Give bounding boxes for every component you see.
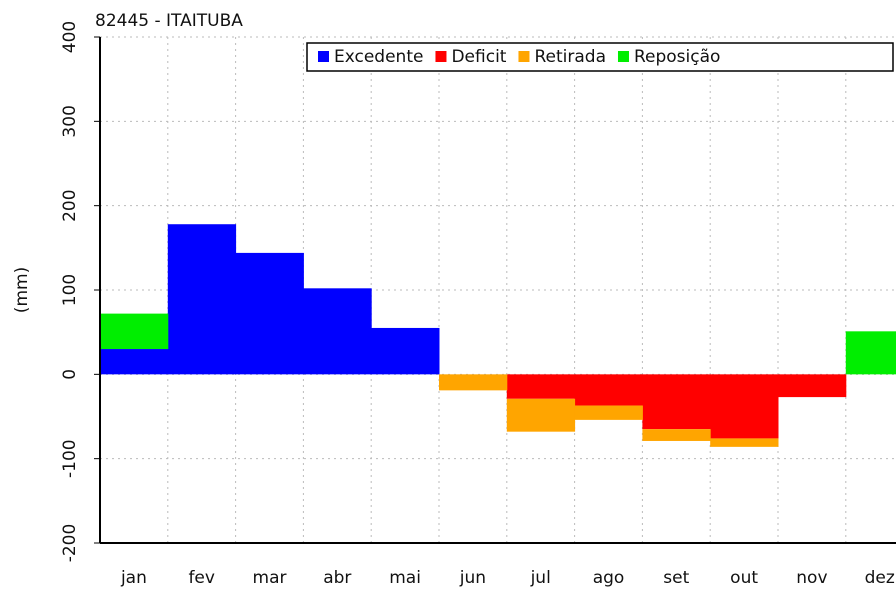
y-tick-label: 0 xyxy=(60,369,80,380)
bar xyxy=(371,327,440,375)
bar xyxy=(642,429,711,441)
x-tick-label: jul xyxy=(530,568,551,588)
y-tick-label: 200 xyxy=(60,189,80,221)
bar xyxy=(100,313,169,350)
x-tick-label: set xyxy=(663,568,689,588)
bar xyxy=(506,374,576,399)
legend-label: Reposição xyxy=(634,47,720,67)
x-tick-label: nov xyxy=(796,568,827,588)
legend-label: Excedente xyxy=(334,47,423,67)
bar xyxy=(574,405,643,420)
x-tick-label: ago xyxy=(593,568,625,588)
bar xyxy=(778,374,847,398)
x-tick-label: jan xyxy=(120,568,147,588)
y-tick-label: 300 xyxy=(60,105,80,137)
x-tick-label: abr xyxy=(323,568,351,588)
x-tick-label: fev xyxy=(188,568,215,588)
bar xyxy=(710,438,779,447)
x-tick-label: mar xyxy=(253,568,287,588)
x-tick-label: mai xyxy=(389,568,421,588)
legend-label: Retirada xyxy=(534,47,606,67)
bar xyxy=(506,398,576,432)
legend-swatch xyxy=(518,51,530,62)
bar xyxy=(235,252,304,375)
bar xyxy=(710,374,779,439)
bar xyxy=(303,288,372,375)
y-tick-label: 100 xyxy=(60,274,80,306)
x-tick-label: jun xyxy=(459,568,486,588)
legend-swatch xyxy=(435,51,447,62)
x-tick-label: dez xyxy=(865,568,895,588)
legend-swatch xyxy=(318,51,329,62)
chart-title: 82445 - ITAITUBA xyxy=(95,11,243,31)
y-axis-label: (mm) xyxy=(12,267,32,313)
x-tick-label: out xyxy=(730,568,758,588)
legend-label: Deficit xyxy=(451,47,506,67)
legend-box xyxy=(306,42,894,72)
legend-swatch xyxy=(617,51,629,62)
bar xyxy=(574,374,643,406)
y-tick-label: -200 xyxy=(60,524,80,563)
bar xyxy=(642,374,711,430)
y-tick-label: -100 xyxy=(60,439,80,478)
bar xyxy=(845,331,896,375)
bar xyxy=(167,224,237,375)
bar xyxy=(100,349,169,375)
bar xyxy=(439,374,508,391)
legend: Excedente Deficit Retirada Reposição xyxy=(306,42,894,72)
y-tick-label: 400 xyxy=(60,21,80,53)
